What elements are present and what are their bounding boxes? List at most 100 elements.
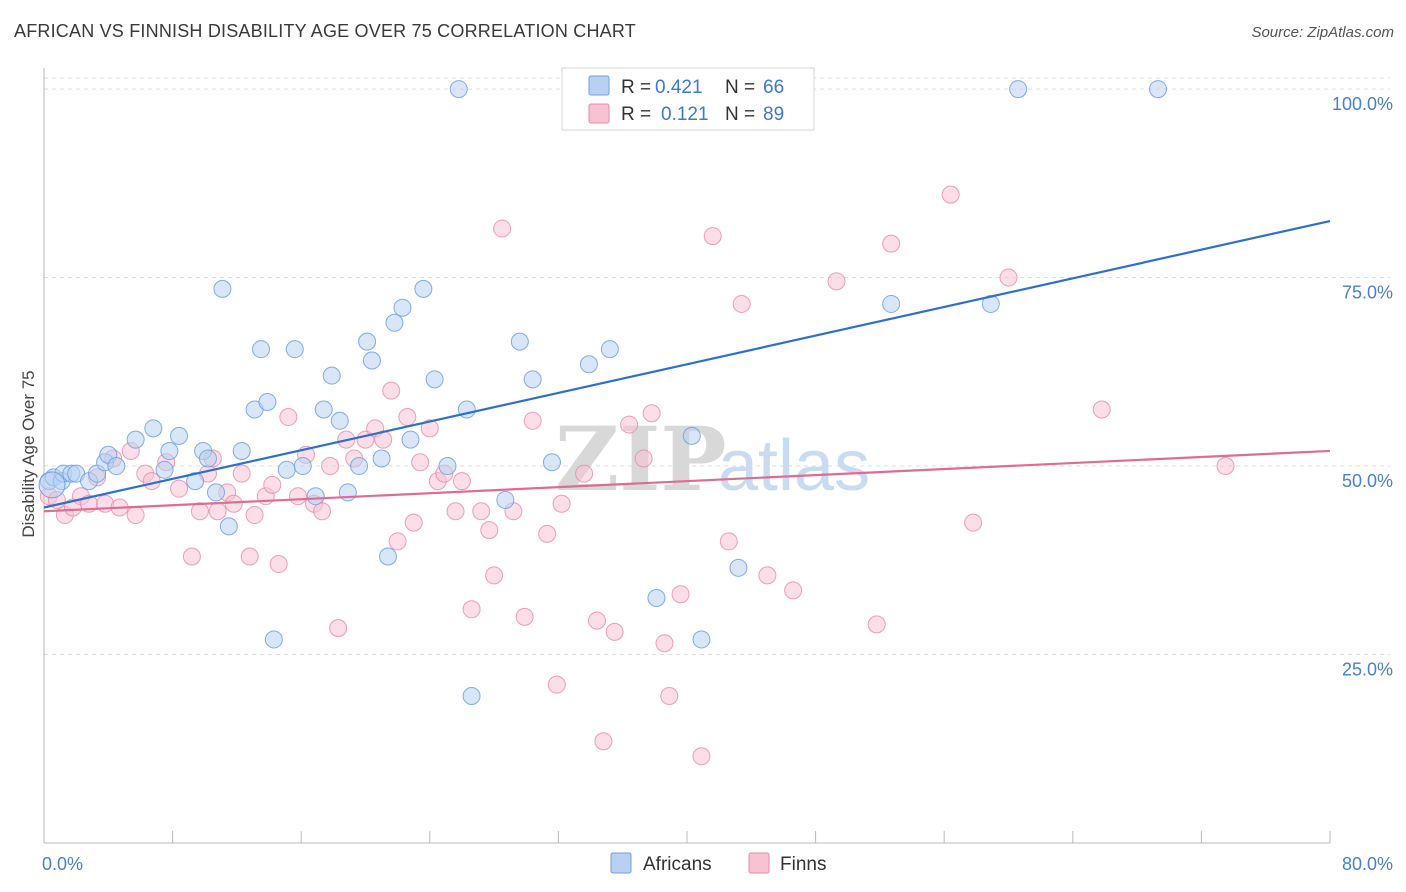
x-axis-ticks <box>43 831 1331 843</box>
finns-point <box>827 272 846 291</box>
finns-point <box>388 532 407 551</box>
africans-point <box>322 366 341 385</box>
finns-point <box>552 494 571 513</box>
africans-point <box>144 419 163 438</box>
finns-point <box>515 607 534 626</box>
africans-n-label: N = <box>725 77 755 98</box>
finns-point <box>732 294 751 313</box>
finns-point <box>485 566 504 585</box>
africans-point <box>542 453 561 472</box>
africans-point <box>330 411 349 430</box>
finns-point <box>329 619 348 638</box>
africans-n-value: 66 <box>763 77 784 98</box>
finns-point <box>382 381 401 400</box>
finns-point <box>1216 457 1235 476</box>
africans-point <box>38 471 66 499</box>
africans-point <box>186 472 205 491</box>
africans-point <box>285 340 304 359</box>
finns-point <box>594 732 613 751</box>
africans-point <box>314 400 333 419</box>
africans-point <box>258 392 277 411</box>
africans-point <box>155 460 174 479</box>
finns-point <box>784 581 803 600</box>
finns-point <box>208 502 227 521</box>
y-tick-label: 50.0% <box>1342 471 1393 491</box>
finns-point <box>493 219 512 238</box>
y-tick-label: 75.0% <box>1342 283 1393 303</box>
africans-point <box>362 351 381 370</box>
watermark-atlas: atlas <box>718 426 870 506</box>
africans-point <box>219 517 238 536</box>
finns-point <box>269 555 288 574</box>
gridlines <box>44 77 1390 656</box>
africans-r-value: 0.421 <box>655 77 703 98</box>
finns-point <box>170 479 189 498</box>
chart-title: AFRICAN VS FINNISH DISABILITY AGE OVER 7… <box>14 21 636 41</box>
series-legend: Africans Finns <box>610 852 826 875</box>
africans-point <box>372 449 391 468</box>
finns-r-value: 0.121 <box>661 104 709 125</box>
finns-point <box>758 566 777 585</box>
finns-point <box>404 513 423 532</box>
finns-point <box>538 524 557 543</box>
y-axis-label: Disability Age Over 75 <box>19 370 38 537</box>
finns-point <box>263 475 282 494</box>
finns-point <box>719 532 738 551</box>
africans-point <box>600 340 619 359</box>
africans-trend-line <box>43 219 1331 509</box>
finns-n-value: 89 <box>763 104 784 125</box>
africans-point <box>425 370 444 389</box>
finns-point <box>321 457 340 476</box>
finns-point <box>999 268 1018 287</box>
finns-trend-line <box>43 449 1331 513</box>
x-tick-label-max: 80.0% <box>1342 854 1393 874</box>
finns-point <box>1092 400 1111 419</box>
africans-point <box>414 279 433 298</box>
finns-point <box>288 487 307 506</box>
africans-point <box>277 460 296 479</box>
africans-point <box>160 441 179 460</box>
finns-points <box>39 185 1235 766</box>
africans-point <box>692 630 711 649</box>
x-tick-label-min: 0.0% <box>42 854 83 874</box>
finns-point <box>575 464 594 483</box>
africans-point <box>401 430 420 449</box>
finns-point <box>523 411 542 430</box>
finns-point <box>313 502 332 521</box>
africans-point <box>981 294 1000 313</box>
africans-point <box>1148 80 1167 99</box>
finns-point <box>547 675 566 694</box>
finns-point <box>882 234 901 253</box>
finns-point <box>420 419 439 438</box>
africans-point <box>264 630 283 649</box>
finns-series-swatch <box>748 852 770 874</box>
source-credit: Source: ZipAtlas.com <box>1251 24 1394 41</box>
africans-point <box>496 490 515 509</box>
finns-legend-swatch <box>588 103 610 124</box>
finns-point <box>605 622 624 641</box>
africans-series-label: Africans <box>643 854 712 875</box>
africans-point <box>449 80 468 99</box>
africans-point <box>379 547 398 566</box>
y-tick-label: 100.0% <box>1332 94 1393 114</box>
finns-point <box>279 408 298 427</box>
finns-point <box>964 513 983 532</box>
finns-point <box>126 506 145 525</box>
africans-point <box>207 483 226 502</box>
finns-point <box>703 227 722 246</box>
africans-point <box>306 487 325 506</box>
finns-point <box>642 404 661 423</box>
finns-point <box>655 634 674 653</box>
finns-point <box>398 408 417 427</box>
africans-point <box>393 298 412 317</box>
finns-n-label: N = <box>725 104 755 125</box>
africans-point <box>232 441 251 460</box>
africans-point <box>438 457 457 476</box>
africans-point <box>126 430 145 449</box>
finns-point <box>190 502 209 521</box>
finns-point <box>232 464 251 483</box>
africans-point <box>647 588 666 607</box>
finns-point <box>634 449 653 468</box>
africans-legend-swatch <box>588 75 610 96</box>
